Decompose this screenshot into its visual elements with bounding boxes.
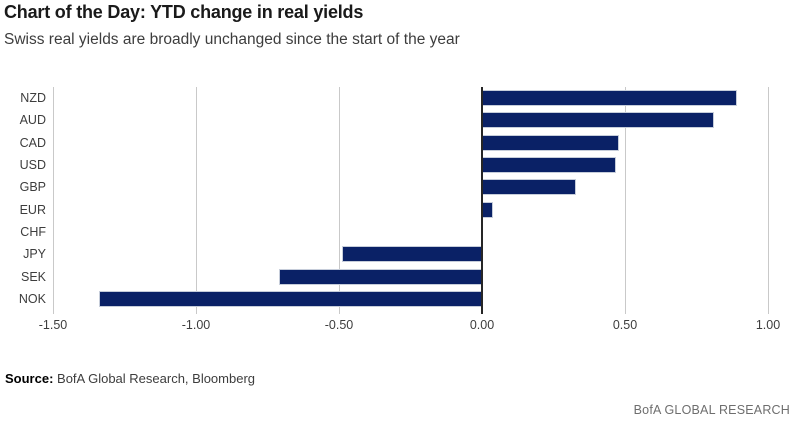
y-axis-label-eur: EUR [19,202,46,217]
y-axis-label-jpy: JPY [23,247,46,262]
page-subtitle: Swiss real yields are broadly unchanged … [4,31,460,48]
y-axis-label-sek: SEK [20,269,46,284]
bar-cad [482,134,620,151]
x-axis-tick-label: 1.00 [755,318,781,332]
y-axis-label-nzd: NZD [20,91,46,106]
bar-aud [482,112,714,129]
y-axis-labels: NZD AUD CAD USD GBP EUR CHF JPY SEK NOK [0,87,46,310]
bar-jpy [341,246,482,263]
x-axis-tick-label: 0.50 [612,318,638,332]
x-axis-tick-label: 0.00 [469,318,495,332]
page-title: Chart of the Day: YTD change in real yie… [4,2,364,22]
ytd-real-yields-bar-chart: NZD AUD CAD USD GBP EUR CHF JPY SEK NOK -1.50 -1.0… [0,87,780,332]
bar-usd [482,157,617,174]
x-axis-tick-label: -1.50 [38,318,68,332]
gridline [768,87,769,314]
y-axis-label-aud: AUD [19,113,46,128]
bar-nok [98,290,482,307]
y-axis-label-chf: CHF [20,224,46,239]
plot-area: -1.50 -1.00 -0.50 0.00 0.50 1.00 [39,87,780,332]
gridline [625,87,626,314]
source-text: BofA Global Research, Bloomberg [53,371,256,386]
y-axis-label-usd: USD [19,158,46,173]
brand-text: BofA GLOBAL RESEARCH [633,403,790,417]
source-label: Source: [5,371,54,386]
zero-axis-line [481,87,483,314]
gridline [53,87,54,314]
bar-gbp [482,179,577,196]
bar-eur [482,201,494,218]
bar-sek [278,268,482,285]
x-axis-tick-label: -0.50 [324,318,354,332]
bar-nzd [482,90,737,107]
source-line: Source: BofA Global Research, Bloomberg [5,371,255,386]
y-axis-label-cad: CAD [19,135,46,150]
gridline [339,87,340,314]
x-axis-tick-label: -1.00 [181,318,211,332]
y-axis-label-gbp: GBP [19,180,46,195]
y-axis-label-nok: NOK [18,291,46,306]
gridline [196,87,197,314]
